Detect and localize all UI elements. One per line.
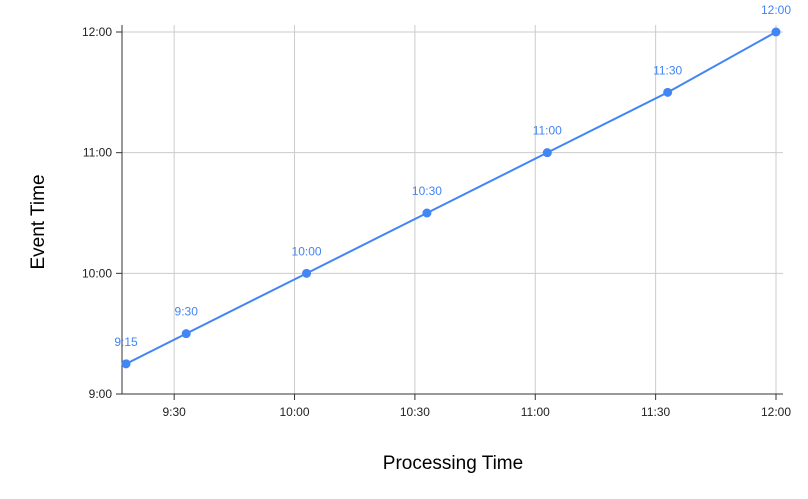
data-label: 10:00 <box>292 244 322 258</box>
x-tick-label: 9:30 <box>162 405 186 419</box>
y-tick-label: 9:00 <box>89 387 113 401</box>
data-label: 9:30 <box>175 305 199 319</box>
data-point <box>121 359 131 369</box>
data-label: 12:00 <box>761 3 791 17</box>
x-tick-label: 11:00 <box>521 405 550 419</box>
series <box>121 27 781 369</box>
data-point <box>181 329 191 339</box>
x-tick-label: 11:30 <box>641 405 670 419</box>
data-labels: 9:15 9:30 10:00 10:30 11:00 11:30 12:00 <box>114 3 791 349</box>
y-tick-label: 10:00 <box>82 266 112 280</box>
data-point <box>771 27 781 37</box>
data-point <box>542 148 552 158</box>
series-line <box>125 31 777 365</box>
x-tick-label: 10:00 <box>280 405 310 419</box>
data-point <box>663 87 673 97</box>
data-label: 10:30 <box>412 184 442 198</box>
data-label: 11:00 <box>533 124 562 138</box>
x-axis-title: Processing Time <box>383 453 523 474</box>
y-axis-ticks: 9:00 10:00 11:00 12:00 <box>82 25 112 401</box>
x-axis-ticks: 9:30 10:00 10:30 11:00 11:30 12:00 <box>162 405 791 419</box>
data-label: 11:30 <box>653 63 682 77</box>
y-axis-title: Event Time <box>28 174 49 269</box>
data-label: 9:15 <box>114 335 138 349</box>
data-point <box>302 268 312 278</box>
y-tick-label: 11:00 <box>83 146 112 160</box>
axes <box>116 25 783 400</box>
grid <box>122 25 783 394</box>
data-point <box>422 208 432 218</box>
x-tick-label: 10:30 <box>400 405 430 419</box>
y-tick-label: 12:00 <box>82 25 112 39</box>
x-tick-label: 12:00 <box>761 405 791 419</box>
